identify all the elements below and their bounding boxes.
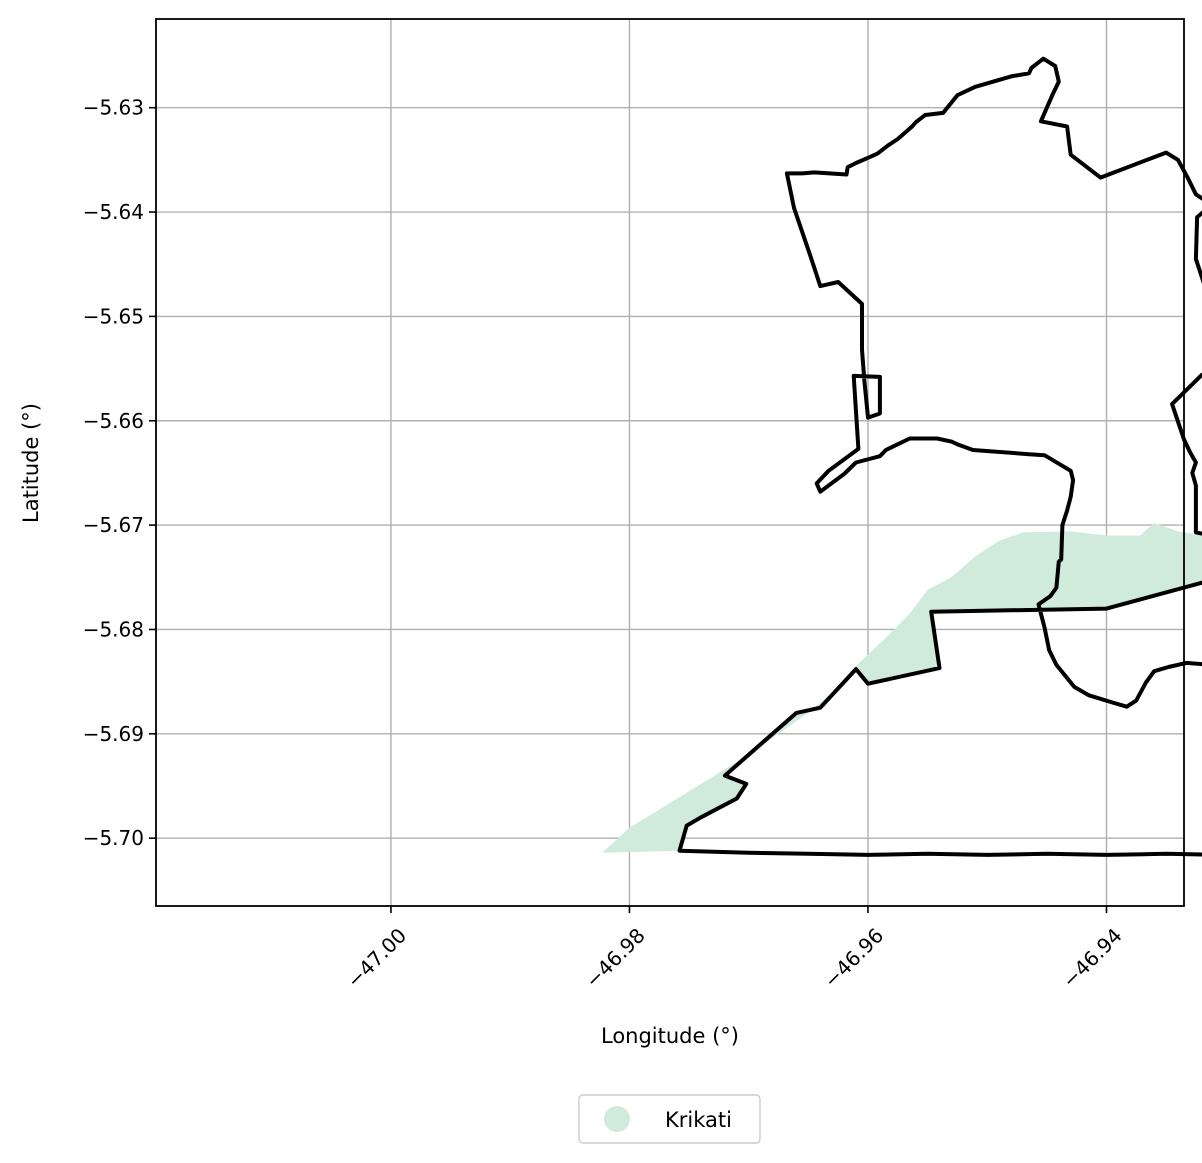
plot-frame	[155, 18, 1185, 907]
grid-layer	[156, 19, 1184, 906]
x-tick-label-2: −46.96	[819, 923, 888, 992]
y-tick-label-6: −5.69	[83, 722, 144, 746]
y-tick-label-5: −5.68	[83, 617, 144, 641]
y-tick-label-7: −5.70	[83, 826, 144, 850]
legend: Krikati	[578, 1094, 761, 1144]
legend-label-krikati: Krikati	[665, 1108, 732, 1132]
boundary-layer	[677, 56, 1202, 857]
legend-frame	[578, 1094, 761, 1144]
x-axis-label: Longitude (°)	[601, 1024, 739, 1048]
x-tick-label-3: −46.94	[1057, 923, 1126, 992]
y-tick-label-2: −5.65	[83, 304, 144, 328]
y-axis-label: Latitude (°)	[19, 403, 43, 523]
legend-marker-krikati	[604, 1106, 630, 1132]
area-layer	[602, 523, 1202, 853]
x-tick-label-0: −47.00	[342, 923, 411, 992]
y-tick-label-4: −5.67	[83, 513, 144, 537]
boundary-outline-0	[677, 56, 1202, 857]
tick-layer: −47.00 −46.98 −46.96 −46.94 −5.63 −5.64 −5.65 −…	[83, 96, 1127, 993]
territory-area-krikati	[602, 523, 1202, 853]
y-tick-label-1: −5.64	[83, 200, 144, 224]
y-tick-label-0: −5.63	[83, 96, 144, 120]
x-tick-label-1: −46.98	[580, 923, 649, 992]
y-tick-label-3: −5.66	[83, 409, 144, 433]
